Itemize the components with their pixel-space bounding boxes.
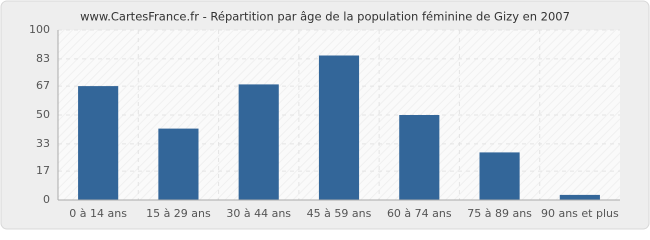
x-tick-label: 15 à 29 ans — [146, 207, 211, 220]
x-tick-label: 45 à 59 ans — [307, 207, 372, 220]
y-tick-label: 33 — [36, 137, 50, 150]
x-tick-label: 30 à 44 ans — [226, 207, 291, 220]
y-tick-label: 67 — [36, 79, 50, 92]
x-tick-label: 60 à 74 ans — [387, 207, 452, 220]
x-tick-label: 90 ans et plus — [541, 207, 619, 220]
y-tick-label: 100 — [29, 23, 50, 36]
bar — [78, 86, 119, 200]
x-tick-label: 75 à 89 ans — [467, 207, 532, 220]
y-tick-label: 0 — [43, 193, 50, 206]
bar — [318, 55, 360, 200]
y-tick-label: 83 — [36, 52, 50, 65]
y-tick-label: 17 — [36, 164, 50, 177]
bar — [238, 84, 279, 200]
bar — [479, 152, 520, 200]
x-tick-label: 0 à 14 ans — [69, 207, 127, 220]
bar — [158, 128, 199, 200]
chart: www.CartesFrance.fr - Répartition par âg… — [0, 0, 650, 230]
bar — [399, 115, 440, 200]
chart-title: www.CartesFrance.fr - Répartition par âg… — [80, 10, 570, 24]
y-tick-label: 50 — [36, 108, 50, 121]
bar — [559, 194, 600, 200]
